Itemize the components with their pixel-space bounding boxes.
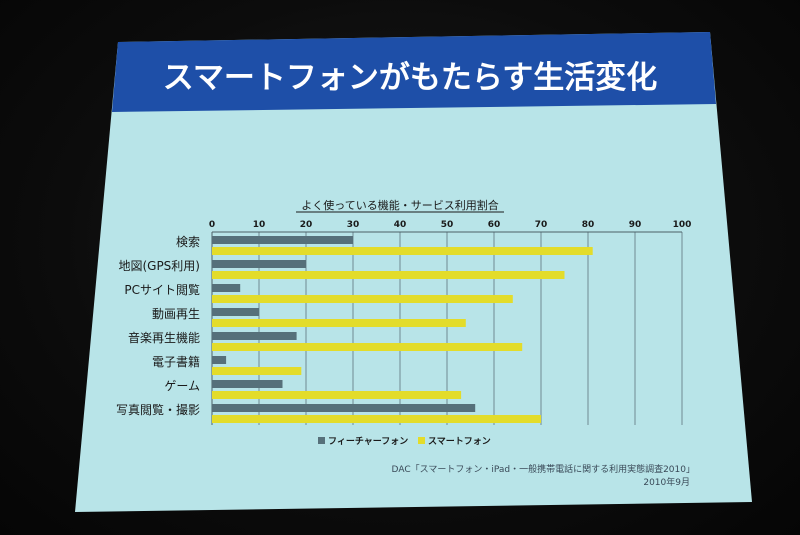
bar-smartphone <box>212 391 462 399</box>
bar-feature-phone <box>212 308 259 316</box>
bar-smartphone <box>212 343 523 351</box>
x-tick-label: 20 <box>300 220 313 230</box>
bar-feature-phone <box>212 404 476 412</box>
category-label: 音楽再生機能 <box>128 330 200 345</box>
bar-smartphone <box>212 271 565 279</box>
bar-feature-phone <box>212 260 306 268</box>
category-label: 写真閲覧・撮影 <box>116 403 200 417</box>
x-tick-label: 50 <box>441 220 454 230</box>
category-label: PCサイト閲覧 <box>124 283 200 297</box>
title-bar <box>112 32 716 112</box>
source-date: 2010年9月 <box>643 476 690 488</box>
bar-smartphone <box>212 367 302 375</box>
category-label: 動画再生 <box>152 307 200 321</box>
legend-label: スマートフォン <box>428 436 491 447</box>
x-tick-label: 0 <box>209 220 215 230</box>
legend-swatch <box>418 437 425 444</box>
x-tick-label: 10 <box>253 220 266 230</box>
x-tick-label: 30 <box>347 220 360 230</box>
category-label: 地図(GPS利用) <box>118 259 200 273</box>
legend-label: フィーチャーフォン <box>328 436 408 447</box>
category-label: 電子書籍 <box>152 354 200 369</box>
bar-smartphone <box>212 319 466 327</box>
bar-smartphone <box>212 415 541 423</box>
bar-smartphone <box>212 295 513 303</box>
x-tick-label: 70 <box>535 220 548 230</box>
chart-legend: フィーチャーフォン スマートフォン <box>318 436 491 447</box>
slide-title: スマートフォンがもたらす生活変化 <box>163 60 657 96</box>
source-citation: DAC「スマートフォン・iPad・一般携帯電話に関する利用実態調査2010」 <box>392 463 695 475</box>
category-label: 検索 <box>176 235 200 249</box>
x-tick-label: 80 <box>582 220 595 230</box>
legend-swatch <box>318 437 325 444</box>
bar-feature-phone <box>212 332 297 340</box>
x-tick-label: 60 <box>488 220 501 230</box>
bar-feature-phone <box>212 356 227 364</box>
x-tick-label: 90 <box>629 220 642 230</box>
x-tick-label: 100 <box>673 220 692 230</box>
x-tick-label: 40 <box>394 220 407 230</box>
bar-smartphone <box>212 247 593 255</box>
category-label: ゲーム <box>164 379 200 393</box>
bar-feature-phone <box>212 380 283 388</box>
bar-feature-phone <box>212 284 241 292</box>
bar-feature-phone <box>212 236 353 244</box>
chart-title: よく使っている機能・サービス利用割合 <box>301 198 498 212</box>
